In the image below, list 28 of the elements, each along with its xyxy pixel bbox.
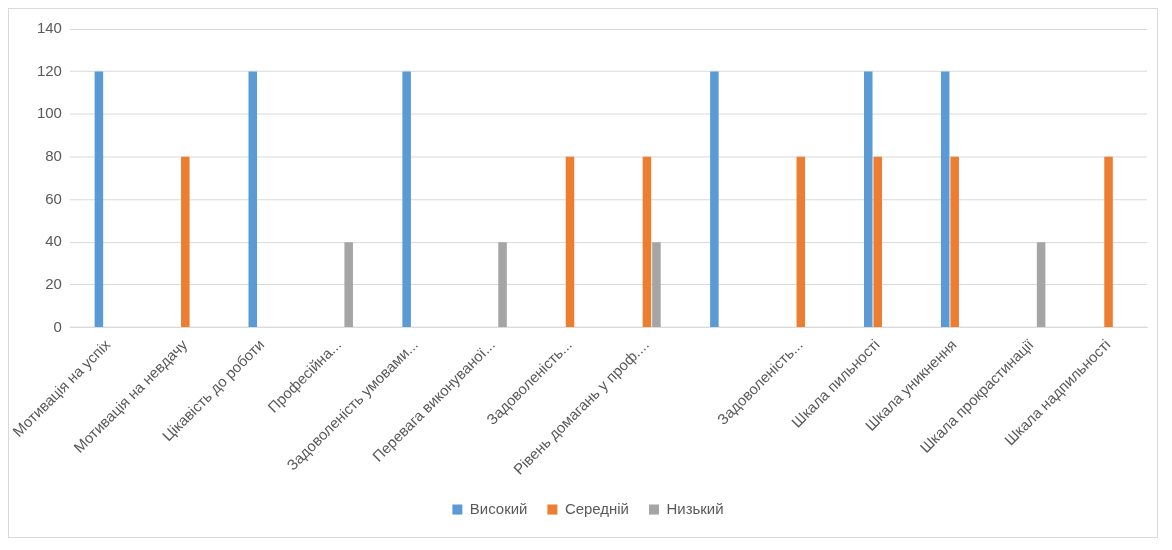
y-tick-label: 40 (45, 232, 62, 250)
y-tick-label: 80 (45, 147, 62, 164)
bar (1036, 242, 1046, 327)
bar (565, 156, 575, 327)
y-tick-label: 140 (36, 19, 62, 37)
bar (863, 71, 873, 327)
bar (710, 71, 719, 327)
legend-label: Низький (666, 499, 724, 517)
bar (940, 71, 950, 327)
bar (94, 71, 104, 327)
y-tick-label: 60 (45, 189, 62, 207)
y-tick-label: 0 (53, 317, 62, 335)
legend-label: Середній (564, 499, 629, 517)
bar (642, 156, 652, 327)
bar (796, 156, 806, 327)
bar (402, 71, 411, 327)
bar (950, 156, 959, 327)
bar (652, 242, 661, 327)
y-tick-label: 20 (45, 274, 62, 292)
legend-label: Високий (469, 499, 528, 517)
bar (248, 71, 258, 327)
bar (873, 156, 883, 327)
bar (181, 156, 190, 327)
bar (498, 242, 507, 327)
bar (344, 242, 353, 327)
y-tick-label: 100 (36, 104, 62, 122)
bar (1104, 156, 1113, 327)
y-tick-label: 120 (36, 61, 62, 79)
